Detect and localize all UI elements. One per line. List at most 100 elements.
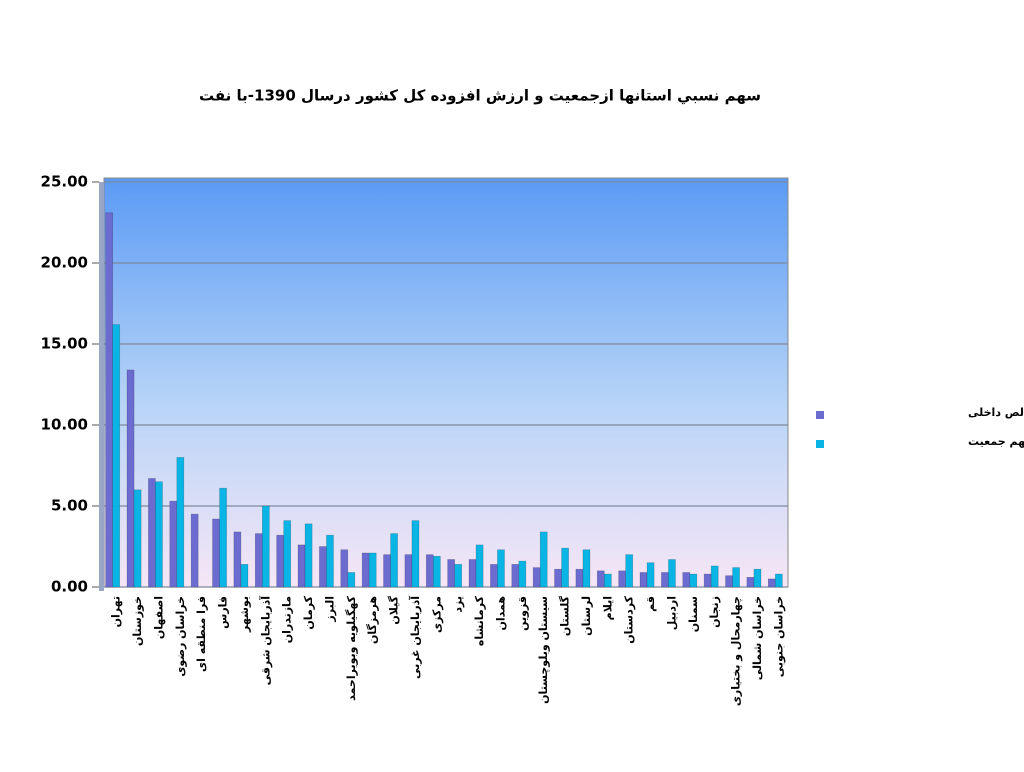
- x-tick-label: آذربایجان غربی: [408, 596, 422, 679]
- bar: [240, 564, 249, 588]
- bar: [190, 513, 199, 588]
- bar: [425, 554, 434, 588]
- bar: [618, 570, 626, 588]
- bar: [732, 567, 740, 588]
- x-tick-label: قزوین: [516, 596, 529, 631]
- bar: [746, 576, 755, 588]
- bar: [254, 533, 263, 588]
- x-tick-label: ایلام: [601, 596, 614, 620]
- bar: [447, 559, 455, 588]
- x-tick-label: سیستان وبلوچستان: [537, 596, 550, 704]
- x-tick-label: هرمزگان: [366, 596, 379, 644]
- bar: [361, 552, 370, 588]
- bar: [532, 567, 541, 588]
- bar: [297, 544, 306, 588]
- bar: [276, 534, 284, 588]
- x-tick-label: کرمان: [302, 595, 315, 629]
- x-tick-label: اردبیل: [665, 596, 678, 630]
- bar: [404, 554, 413, 588]
- bar: [753, 568, 762, 588]
- bar: [468, 559, 477, 588]
- legend-label: سهم محصول ناخالص داخلی: [968, 406, 1024, 419]
- x-tick-label: زنجان: [708, 596, 721, 628]
- x-tick-label: تهران: [110, 596, 123, 627]
- bar: [105, 212, 113, 588]
- y-tick-label: 15.00: [41, 335, 88, 353]
- x-tick-label: بوشهر: [238, 596, 251, 633]
- x-tick-label: کردستان: [623, 595, 636, 643]
- x-tick-label: گیلان: [388, 595, 401, 624]
- bar: [326, 534, 334, 588]
- bar: [454, 564, 463, 588]
- bar: [604, 573, 612, 588]
- legend-swatch: [816, 411, 824, 419]
- x-tick-label: خراسان شمالی: [751, 596, 764, 680]
- bar: [561, 547, 569, 588]
- bar: [689, 573, 698, 588]
- y-tick-label: 10.00: [41, 416, 88, 434]
- y-tick-label: 20.00: [41, 254, 88, 272]
- bar: [582, 549, 591, 588]
- chart-body: 0.00 5.00 10.00 15.00 20.00 25.00 تهران خوزستان…: [41, 173, 1024, 707]
- x-tick-label: قم: [644, 596, 657, 612]
- bar: [625, 554, 634, 588]
- bar: [767, 578, 776, 588]
- bar: [233, 531, 242, 588]
- bar: [497, 549, 505, 588]
- bar: [133, 489, 142, 588]
- bar: [575, 568, 584, 588]
- bar: [383, 554, 391, 588]
- bar: [219, 487, 227, 588]
- bar: [682, 572, 691, 588]
- bar: [639, 572, 648, 588]
- x-tick-label: اصفهان: [152, 596, 165, 639]
- y-tick-label: 25.00: [41, 173, 88, 191]
- x-tick-label: خراسان جنوبی: [772, 596, 785, 677]
- bar: [518, 560, 527, 588]
- bar: [490, 564, 498, 588]
- bar: [775, 573, 783, 588]
- bar: [212, 518, 220, 588]
- bar: [176, 457, 185, 588]
- bar: [433, 555, 441, 588]
- bar: [710, 565, 719, 588]
- bar: [511, 564, 520, 588]
- y-tick-label: 5.00: [51, 497, 88, 515]
- x-tick-label: همدان: [494, 596, 507, 631]
- x-tick-label: آذربایجان شرقی: [258, 596, 272, 686]
- x-tick-label: لرستان: [580, 596, 593, 636]
- x-tick-label: خوزستان: [131, 596, 144, 646]
- bar: [169, 500, 178, 588]
- x-tick-label: سمنان: [687, 596, 700, 632]
- bar: [262, 505, 270, 588]
- bar: [539, 531, 548, 588]
- bar: [155, 481, 163, 588]
- bar: [703, 573, 712, 588]
- bar: [347, 572, 356, 588]
- x-tick-label: فارس: [217, 596, 230, 629]
- bar: [475, 544, 484, 588]
- legend-label: سهم جمعیت: [968, 435, 1024, 448]
- side-wall: [99, 182, 104, 591]
- bar: [283, 520, 292, 588]
- bar: [554, 568, 562, 588]
- x-tick-label: گلستان: [559, 595, 572, 636]
- bar: [126, 369, 135, 588]
- x-tick-label: خراسان رضوی: [174, 596, 187, 677]
- legend-swatch: [816, 440, 824, 448]
- bar: [725, 575, 733, 588]
- y-tick-label: 0.00: [51, 578, 88, 596]
- x-tick-label: کهگیلویه وبویراحمد: [345, 595, 358, 700]
- x-tick-label: البرز: [323, 596, 336, 623]
- x-tick-label: فرا منطقه ای: [195, 596, 208, 672]
- plot-area: [103, 177, 789, 588]
- bar: [340, 549, 349, 588]
- bar: [661, 572, 669, 588]
- bar: [390, 533, 398, 588]
- bar: [668, 559, 676, 588]
- bar: [368, 552, 377, 588]
- bar: [319, 546, 327, 588]
- x-tick-label: یزد: [452, 596, 465, 613]
- x-tick-label: مازندران: [281, 596, 294, 643]
- bar: [596, 570, 605, 588]
